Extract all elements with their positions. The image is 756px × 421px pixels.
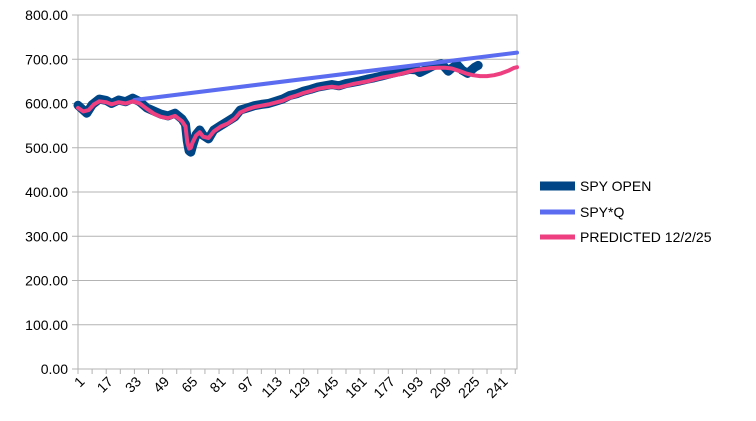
x-tick-group: 81: [206, 373, 228, 395]
series-lines: [73, 50, 519, 157]
x-tick-group: 1: [71, 373, 88, 390]
y-tick-label: 0.00: [41, 361, 68, 377]
x-tick-group: 161: [342, 373, 370, 401]
y-tick-label: 700.00: [25, 51, 68, 67]
x-tick-label: 209: [427, 373, 455, 401]
x-tick-group: 33: [122, 373, 144, 395]
x-tick-label: 177: [370, 373, 398, 401]
x-tick-label: 241: [483, 373, 511, 401]
series-line-2: [76, 65, 519, 151]
y-tick-label: 800.00: [25, 7, 68, 23]
x-tick-label: 129: [285, 373, 313, 401]
x-tick-label: 1: [71, 373, 88, 390]
series-line-1: [132, 50, 519, 102]
x-tick-group: 17: [94, 373, 116, 395]
x-tick-label: 17: [94, 373, 116, 395]
x-tick-group: 97: [235, 373, 257, 395]
x-tick-label: 81: [206, 373, 228, 395]
x-tick-label: 65: [178, 373, 200, 395]
x-tick-label: 33: [122, 373, 144, 395]
x-tick-group: 209: [427, 373, 455, 401]
legend-label-0: SPY OPEN: [580, 178, 651, 194]
x-tick-group: 193: [398, 373, 426, 401]
x-tick-group: 145: [314, 373, 342, 401]
x-tick-group: 225: [455, 373, 483, 401]
x-tick-label: 49: [150, 373, 172, 395]
x-tick-label: 161: [342, 373, 370, 401]
x-tick-group: 129: [285, 373, 313, 401]
y-tick-label: 200.00: [25, 273, 68, 289]
y-axis-ticks: 0.00 100.00 200.00 300.00 400.00 500.00 600.00…: [25, 7, 78, 377]
y-tick-label: 300.00: [25, 228, 68, 244]
x-axis-ticks: 1 17 33 49 65 81 97 113 129 145 161 177 193 209 225 241: [71, 369, 516, 401]
gridlines: [78, 14, 517, 370]
x-tick-group: 241: [483, 373, 511, 401]
x-tick-label: 225: [455, 373, 483, 401]
x-tick-label: 193: [398, 373, 426, 401]
x-tick-group: 177: [370, 373, 398, 401]
x-tick-group: 65: [178, 373, 200, 395]
x-tick-group: 113: [258, 373, 285, 400]
x-tick-label: 97: [235, 373, 257, 395]
legend-label-2: PREDICTED 12/2/25: [580, 229, 712, 245]
legend: SPY OPEN SPY*Q PREDICTED 12/2/25: [540, 178, 712, 245]
x-tick-label: 113: [258, 373, 285, 400]
y-tick-label: 600.00: [25, 96, 68, 112]
x-tick-label: 145: [314, 373, 342, 401]
y-tick-label: 400.00: [25, 184, 68, 200]
x-tick-group: 49: [150, 373, 172, 395]
y-tick-label: 500.00: [25, 140, 68, 156]
legend-label-1: SPY*Q: [580, 204, 624, 220]
y-tick-label: 100.00: [25, 317, 68, 333]
